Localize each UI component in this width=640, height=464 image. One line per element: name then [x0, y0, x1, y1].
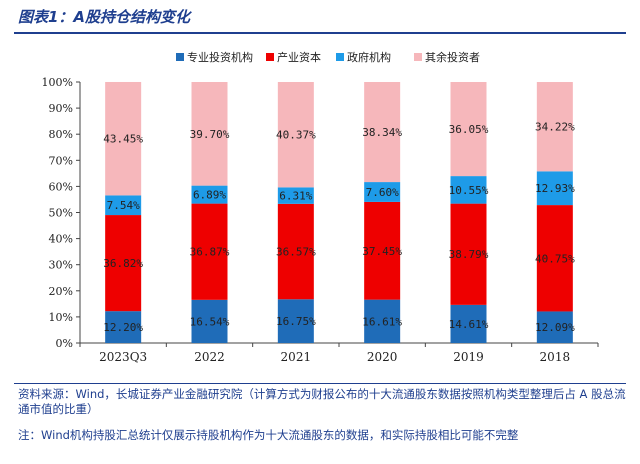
legend-swatch [176, 53, 184, 61]
legend-label: 政府机构 [347, 50, 391, 64]
data-label: 10.55% [449, 184, 489, 197]
bar-segment [364, 82, 401, 183]
bar-segment [450, 203, 487, 305]
y-tick-label: 90% [49, 102, 73, 115]
data-label: 12.93% [535, 182, 575, 195]
data-label: 16.61% [362, 315, 402, 328]
data-label: 12.09% [535, 321, 575, 334]
bar-segment [105, 311, 142, 343]
data-label: 36.82% [103, 257, 143, 270]
bar-segment [277, 299, 314, 343]
data-label: 14.61% [449, 318, 489, 331]
y-tick-label: 100% [42, 76, 73, 89]
data-label: 40.37% [276, 129, 316, 142]
bar-segment [277, 187, 314, 204]
bar-segment [364, 201, 401, 300]
bar-segment [536, 82, 573, 172]
y-tick-label: 70% [49, 154, 73, 167]
bar-segment [536, 311, 573, 343]
bar-segment [364, 182, 401, 202]
x-tick-label: 2020 [367, 350, 398, 364]
bar-segment [450, 82, 487, 177]
data-label: 6.89% [193, 189, 226, 202]
x-tick-label: 2018 [540, 350, 571, 364]
data-label: 37.45% [362, 245, 402, 258]
title-divider [14, 32, 626, 34]
bar-segment [191, 299, 228, 343]
data-label: 12.20% [103, 321, 143, 334]
data-label: 40.75% [535, 252, 575, 265]
data-label: 34.22% [535, 121, 575, 134]
bar-segment [450, 176, 487, 204]
y-tick-label: 30% [49, 259, 73, 272]
bar-segment [277, 203, 314, 300]
legend-swatch [336, 53, 344, 61]
source-divider [14, 383, 626, 384]
y-tick-label: 10% [49, 311, 73, 324]
legend-swatch [266, 53, 274, 61]
data-label: 43.45% [103, 133, 143, 146]
data-label: 7.54% [107, 199, 140, 212]
legend-label: 其余投资者 [425, 50, 480, 64]
y-tick-label: 40% [49, 233, 73, 246]
bar-segment [277, 82, 314, 188]
legend-label: 产业资本 [277, 50, 321, 64]
x-tick-label: 2022 [194, 350, 225, 364]
y-tick-label: 20% [49, 285, 73, 298]
bar-segment [536, 171, 573, 206]
bar-segment [536, 205, 573, 312]
source-note: 资料来源：Wind，长城证券产业金融研究院（计算方式为财报公布的十大流通股东数据… [18, 387, 626, 416]
figure-title: 图表1：A股持仓结构变化 [18, 8, 191, 26]
bar-segment [105, 215, 142, 312]
data-label: 39.70% [190, 128, 230, 141]
data-label: 16.54% [190, 315, 230, 328]
x-tick-label: 2021 [281, 350, 312, 364]
data-label: 6.31% [279, 190, 312, 203]
data-label: 36.87% [190, 246, 230, 259]
y-tick-label: 60% [49, 180, 73, 193]
data-label: 36.57% [276, 246, 316, 259]
data-label: 16.75% [276, 315, 316, 328]
x-tick-label: 2019 [453, 350, 484, 364]
x-tick-label: 2023Q3 [99, 350, 147, 364]
bar-segment [191, 185, 228, 204]
legend-swatch [414, 53, 422, 61]
data-label: 36.05% [449, 123, 489, 136]
y-tick-label: 80% [49, 128, 73, 141]
data-label: 38.34% [362, 126, 402, 139]
chart-canvas: 专业投资机构 产业资本 政府机构 其余投资者 0% 10% 20% 30% 40% 50% 60% 7… [42, 50, 599, 364]
bar-segment [191, 203, 228, 300]
bar-segment [105, 195, 142, 216]
bar-segment [191, 82, 228, 186]
bar-segment [105, 81, 142, 196]
bar-segment [450, 304, 487, 343]
legend-label: 专业投资机构 [187, 50, 253, 64]
footnote: 注：Wind机构持股汇总统计仅展示持股机构作为十大流通股东的数据，和实际持股相比… [18, 428, 519, 442]
bar-segment [364, 299, 401, 343]
data-label: 7.60% [366, 186, 399, 199]
data-label: 38.79% [449, 248, 489, 261]
y-tick-label: 50% [49, 207, 73, 220]
y-tick-label: 0% [56, 337, 73, 350]
stacked-bar-chart: 专业投资机构 产业资本 政府机构 其余投资者 0% 10% 20% 30% 40% 50% 60% 7… [0, 40, 640, 380]
